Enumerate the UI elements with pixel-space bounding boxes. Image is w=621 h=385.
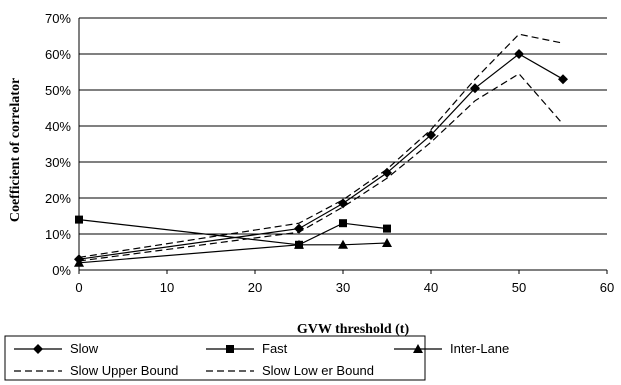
- y-tick-label-7: 70%: [45, 11, 71, 26]
- series-2-point-0: [74, 257, 84, 267]
- x-axis-title: GVW threshold (t): [297, 322, 410, 337]
- y-tick-label-3: 30%: [45, 155, 71, 170]
- series-2: [74, 238, 392, 267]
- legend-label-4: Slow Low er Bound: [262, 363, 374, 378]
- y-tick-label-1: 10%: [45, 227, 71, 242]
- legend-label-3: Slow Upper Bound: [70, 363, 178, 378]
- legend-marker-0: [33, 344, 43, 354]
- x-tick-label-2: 20: [248, 280, 262, 295]
- legend-label-1: Fast: [262, 341, 288, 356]
- x-tick-label-3: 30: [336, 280, 350, 295]
- series-1-point-3: [383, 224, 391, 233]
- y-axis-title: Coefficient of correlator: [8, 78, 23, 222]
- legend-box: [4, 335, 426, 381]
- y-axis-ticks: 0% 10% 20% 30% 40% 50% 60% 70%: [45, 11, 71, 278]
- x-tick-label-1: 10: [160, 280, 174, 295]
- y-tick-label-0: 0%: [52, 263, 71, 278]
- series-line-3: [78, 33, 564, 258]
- gridlines: [79, 17, 607, 271]
- series-0-point-5: [470, 83, 480, 94]
- series-2-point-2: [338, 239, 348, 249]
- y-tick-label-6: 60%: [45, 47, 71, 62]
- series-0: [74, 49, 568, 265]
- y-tick-label-5: 50%: [45, 83, 71, 98]
- series-0-point-6: [514, 49, 524, 59]
- series-3: [78, 33, 564, 258]
- series-2-point-3: [382, 238, 392, 247]
- legend-marker-1: [226, 345, 234, 353]
- x-tick-label-0: 0: [75, 280, 82, 295]
- legend-label-2: Inter-Lane: [450, 341, 509, 356]
- x-tick-label-6: 60: [600, 280, 614, 295]
- y-tick-label-4: 40%: [45, 119, 71, 134]
- series-4: [78, 73, 564, 262]
- series-layer: [74, 33, 568, 267]
- series-1-point-0: [75, 215, 83, 224]
- x-tick-label-4: 40: [424, 280, 438, 295]
- plot-area: [78, 18, 607, 271]
- series-line-0: [78, 53, 564, 260]
- series-0-point-7: [558, 74, 568, 85]
- y-tick-label-2: 20%: [45, 191, 71, 206]
- series-line-1: [78, 219, 388, 246]
- series-line-4: [78, 73, 564, 262]
- series-1-point-2: [339, 219, 347, 228]
- legend-label-0: Slow: [70, 341, 99, 356]
- x-axis-ticks: 0 10 20 30 40 50 60: [75, 270, 614, 295]
- legend: Slow Fast Inter-Lane Slow Upper Bound Slow L…: [4, 335, 509, 381]
- series-0-point-2: [338, 198, 348, 209]
- series-2-point-1: [294, 239, 304, 249]
- series-line-2: [78, 242, 388, 264]
- x-tick-label-5: 50: [512, 280, 526, 295]
- legend-marker-2: [413, 344, 423, 353]
- series-0-point-4: [426, 130, 436, 140]
